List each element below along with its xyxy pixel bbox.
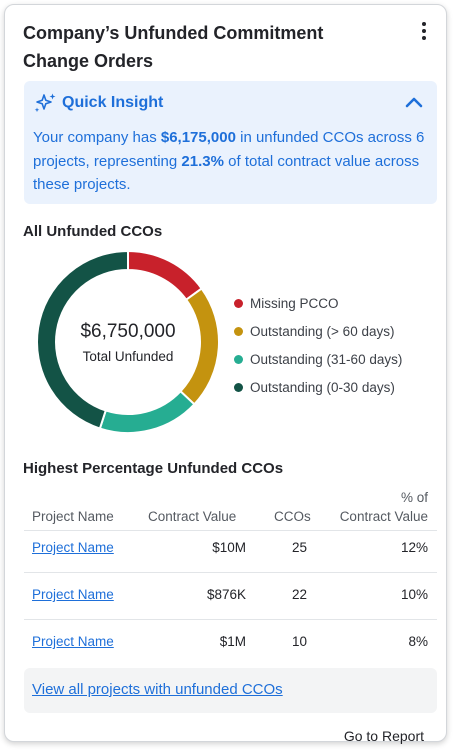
chevron-up-icon[interactable] xyxy=(405,95,423,109)
legend-dot-1 xyxy=(234,298,243,308)
donut-section-title: All Unfunded CCOs xyxy=(23,223,163,240)
table-title: Highest Percentage Unfunded CCOs xyxy=(23,460,284,477)
row-divider xyxy=(24,572,437,573)
legend-label-1: Missing PCCO xyxy=(250,295,339,311)
header-ccos: CCOs xyxy=(274,509,311,524)
quick-insight-title: Quick Insight xyxy=(62,94,164,111)
legend-item-4: Outstanding (0-30 days) xyxy=(234,373,402,401)
sparkle-icon xyxy=(34,93,56,113)
view-all-projects-link[interactable]: View all projects with unfunded CCOs xyxy=(32,681,283,698)
quick-insight-text: Your company has $6,175,000 in unfunded … xyxy=(33,126,428,197)
unfunded-cco-card: Company’s Unfunded Commitment Change Ord… xyxy=(4,4,447,744)
quick-insight-header[interactable]: Quick Insight xyxy=(34,93,163,113)
total-unfunded-label: Total Unfunded xyxy=(82,349,174,364)
insight-text-part-1: Your company has xyxy=(33,129,161,146)
legend-label-3: Outstanding (31-60 days) xyxy=(250,351,403,367)
legend-label-2: Outstanding (> 60 days) xyxy=(250,323,395,339)
row-1-contract-value: $10M xyxy=(212,540,246,555)
card-title: Company’s Unfunded Commitment Change Ord… xyxy=(23,19,383,75)
go-to-report-link[interactable]: Go to Report xyxy=(343,728,424,744)
more-options-icon[interactable] xyxy=(414,19,434,43)
insight-amount: $6,175,000 xyxy=(160,129,236,146)
row-1-percent: 12% xyxy=(400,540,428,555)
legend-dot-4 xyxy=(234,382,243,392)
header-contract-value: Contract Value xyxy=(148,509,237,524)
legend-item-1: Missing PCCO xyxy=(234,289,402,317)
row-1-project-link[interactable]: Project Name xyxy=(32,540,114,555)
insight-percent: 21.3% xyxy=(181,152,224,170)
donut-slice-4[interactable] xyxy=(36,249,129,430)
legend-item-2: Outstanding (> 60 days) xyxy=(234,317,402,345)
total-unfunded-amount: $6,750,000 xyxy=(80,321,176,342)
row-2-contract-value: $876K xyxy=(206,587,246,602)
unfunded-donut-chart xyxy=(36,249,220,434)
row-3-project-link[interactable]: Project Name xyxy=(32,634,114,649)
header-percent-contract-value: % of Contract Value xyxy=(308,488,428,526)
header-pct-line-2: Contract Value xyxy=(339,509,428,524)
card-title-line-2: Change Orders xyxy=(23,51,154,71)
donut-slice-3[interactable] xyxy=(98,389,196,434)
header-pct-line-1: % of xyxy=(400,490,428,505)
insight-text-part-3: of total contract value across these pro… xyxy=(33,152,420,194)
row-3-percent: 8% xyxy=(408,634,428,649)
row-divider xyxy=(24,619,437,620)
row-1-ccos: 25 xyxy=(291,540,307,555)
legend-dot-3 xyxy=(234,354,243,364)
legend-dot-2 xyxy=(234,326,243,336)
row-2-percent: 10% xyxy=(400,587,428,602)
row-2-ccos: 22 xyxy=(291,587,307,602)
header-project-name: Project Name xyxy=(32,509,114,524)
view-all-panel: View all projects with unfunded CCOs xyxy=(24,668,437,713)
legend-item-3: Outstanding (31-60 days) xyxy=(234,345,402,373)
card-title-line-1: Company’s Unfunded Commitment xyxy=(23,23,324,43)
donut-legend: Missing PCCO Outstanding (> 60 days) Outst… xyxy=(234,289,402,401)
donut-slice-2[interactable] xyxy=(179,287,220,406)
donut-slice-1[interactable] xyxy=(127,249,204,302)
row-3-ccos: 10 xyxy=(291,634,307,649)
insight-text-part-2: in unfunded CCOs across 6 projects, repr… xyxy=(33,129,425,170)
quick-insight-panel: Quick Insight Your company has $6,175,00… xyxy=(24,81,437,204)
row-divider xyxy=(24,530,437,531)
legend-label-4: Outstanding (0-30 days) xyxy=(250,379,395,395)
row-3-contract-value: $1M xyxy=(219,634,246,649)
row-2-project-link[interactable]: Project Name xyxy=(32,587,114,602)
